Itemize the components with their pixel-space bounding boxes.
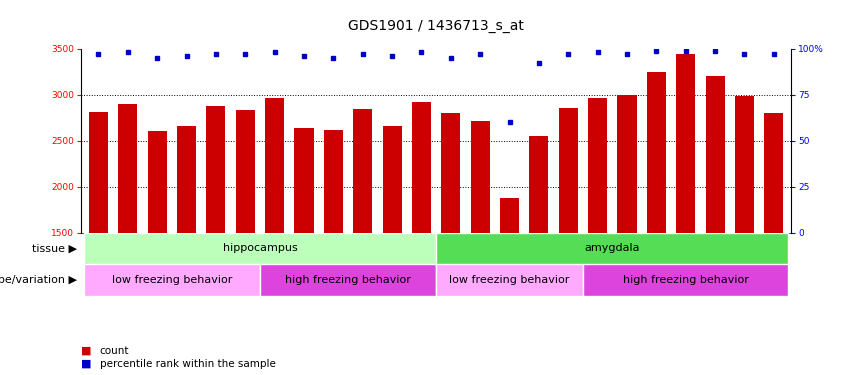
Bar [677, 54, 695, 232]
Bar [177, 126, 196, 232]
Text: ■: ■ [81, 346, 91, 355]
Bar [412, 102, 431, 232]
Text: high freezing behavior: high freezing behavior [285, 275, 411, 285]
Bar [353, 110, 372, 232]
Text: count: count [100, 346, 129, 355]
Bar [83, 264, 260, 296]
Bar [236, 110, 254, 232]
Bar [89, 112, 108, 232]
Text: hippocampus: hippocampus [223, 243, 297, 254]
Bar [647, 72, 665, 232]
Bar [324, 130, 343, 232]
Bar [529, 136, 548, 232]
Text: amygdala: amygdala [585, 243, 640, 254]
Bar [705, 76, 725, 232]
Bar [436, 232, 789, 264]
Bar [266, 98, 284, 232]
Bar [207, 106, 226, 232]
Text: high freezing behavior: high freezing behavior [623, 275, 749, 285]
Bar [735, 96, 754, 232]
Bar [118, 104, 137, 232]
Bar [294, 128, 313, 232]
Bar [559, 108, 578, 232]
Bar [83, 232, 436, 264]
Bar [436, 264, 583, 296]
Bar [383, 126, 402, 232]
Text: low freezing behavior: low freezing behavior [449, 275, 569, 285]
Bar [583, 264, 789, 296]
Bar [764, 113, 784, 232]
Text: ■: ■ [81, 359, 91, 369]
Bar [500, 198, 519, 232]
Bar [471, 122, 489, 232]
Text: low freezing behavior: low freezing behavior [111, 275, 232, 285]
Bar [618, 95, 637, 232]
Text: GDS1901 / 1436713_s_at: GDS1901 / 1436713_s_at [348, 19, 524, 33]
Bar [442, 113, 460, 232]
Bar [588, 98, 607, 232]
Text: percentile rank within the sample: percentile rank within the sample [100, 359, 276, 369]
Bar [260, 264, 436, 296]
Text: tissue ▶: tissue ▶ [31, 243, 77, 254]
Bar [147, 130, 167, 232]
Text: genotype/variation ▶: genotype/variation ▶ [0, 275, 77, 285]
